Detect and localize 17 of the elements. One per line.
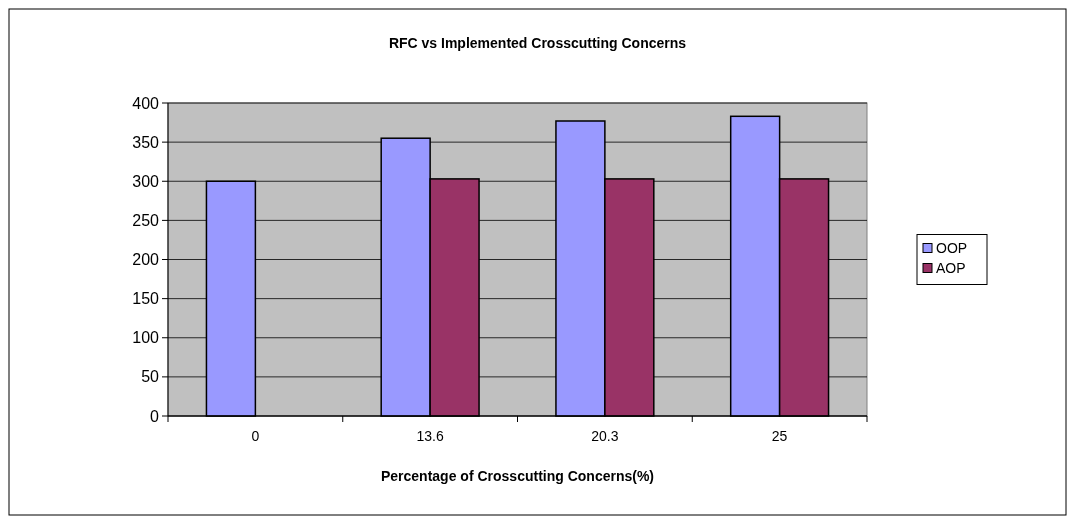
x-axis-title: Percentage of Crosscutting Concerns(%)	[380, 468, 655, 484]
y-tick-label: 300	[132, 172, 160, 190]
legend-label: AOP	[936, 260, 966, 277]
y-tick-label: 0	[150, 407, 160, 425]
y-tick-label: 50	[141, 368, 160, 386]
y-tick-label: 400	[132, 94, 160, 112]
y-tick-label: 350	[132, 133, 160, 151]
y-tick-label: 200	[132, 251, 160, 269]
y-tick-label: 150	[132, 290, 160, 308]
x-tick-label: 13.6	[416, 428, 444, 444]
legend-label: OOP	[936, 240, 968, 257]
y-tick-label: 100	[132, 329, 160, 347]
x-tick-label: 20.3	[591, 428, 619, 444]
y-tick-label: 250	[132, 211, 160, 229]
x-tick-label: 25	[771, 428, 788, 444]
chart-title: RFC vs Implemented Crosscutting Concerns	[388, 35, 687, 51]
x-tick-label: 0	[251, 428, 260, 444]
